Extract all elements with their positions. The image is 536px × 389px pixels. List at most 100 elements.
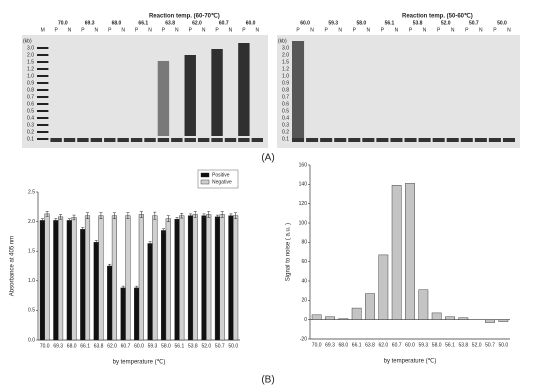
x-tick-label: 62.0 — [107, 343, 117, 349]
ladder-band — [37, 82, 49, 84]
temperature-label: 60.0 — [246, 20, 256, 26]
legend-swatch — [200, 172, 210, 178]
bar — [107, 265, 113, 341]
lane-band — [144, 138, 156, 142]
x-tick-label: 56.1 — [175, 343, 185, 349]
ladder-size: 2.0 — [282, 52, 289, 58]
y-tick-label: 140 — [299, 182, 308, 188]
lane-label: N — [255, 27, 259, 33]
lane-band — [432, 138, 445, 142]
lane-label: N — [68, 27, 72, 33]
x-tick-label: 68.0 — [67, 343, 77, 349]
temperature-label: 62.0 — [192, 20, 202, 26]
bar — [498, 319, 509, 322]
bar — [431, 312, 442, 320]
lane-band — [117, 138, 129, 142]
bar — [58, 216, 64, 341]
lane-label: N — [395, 27, 399, 33]
bar — [147, 243, 153, 341]
temperature-label: 52.0 — [441, 20, 451, 26]
legend-swatch — [200, 179, 210, 185]
bar — [152, 215, 158, 341]
y-tick-label: 20 — [301, 298, 307, 304]
lane-band — [390, 138, 403, 142]
bar — [325, 316, 335, 320]
error-bar — [126, 212, 130, 219]
lane-band — [130, 138, 143, 142]
ladder-band — [37, 96, 49, 98]
lane-label: P — [189, 27, 193, 33]
lane-label: N — [507, 27, 511, 33]
y-axis-title: Absorbance at 405 nm — [10, 236, 16, 296]
lane-band — [77, 138, 89, 142]
x-tick-label: 60.7 — [121, 343, 131, 349]
bar — [53, 220, 59, 341]
temperature-label: 60.0 — [300, 20, 310, 26]
lane-band — [446, 138, 459, 142]
lane-band — [184, 138, 196, 142]
lane-label: P — [215, 27, 219, 33]
lane-band — [404, 138, 417, 142]
y-tick-label: 120 — [299, 201, 308, 207]
error-bar — [139, 211, 143, 218]
lane-band — [474, 138, 487, 142]
ladder-size: 0.1 — [282, 136, 289, 142]
temperature-label: 63.8 — [165, 20, 175, 26]
bar — [84, 215, 91, 341]
error-bar — [81, 227, 85, 232]
y-tick-label: 0 — [304, 317, 307, 323]
lane-band — [211, 138, 223, 142]
lane-band — [502, 138, 515, 142]
bar — [187, 215, 194, 341]
x-tick-label: 60.0 — [134, 343, 144, 349]
x-tick-label: 62.0 — [378, 342, 388, 348]
error-bar — [153, 211, 157, 220]
x-tick-label: 68.0 — [338, 342, 348, 348]
temperature-label: 68.0 — [112, 20, 122, 26]
lane-label: P — [135, 27, 139, 33]
smear — [157, 61, 170, 136]
error-bar — [162, 228, 166, 233]
ladder-size: 0.4 — [27, 115, 34, 121]
lane-label: N — [121, 27, 125, 33]
y-tick-label: 1.5 — [28, 249, 35, 255]
bar — [80, 229, 86, 341]
ladder-unit: (kb) — [278, 38, 287, 44]
ladder-size: 0.4 — [282, 115, 289, 121]
bar — [365, 293, 375, 320]
y-tick-label: 40 — [301, 278, 307, 284]
ladder-size: 3.0 — [27, 45, 34, 51]
bar — [351, 307, 362, 320]
ladder-size: 0.3 — [27, 122, 34, 128]
bar — [165, 218, 171, 341]
ladder-band — [37, 75, 49, 77]
error-bar — [67, 218, 71, 223]
error-bar — [234, 212, 238, 219]
lane-band — [488, 138, 501, 142]
ladder-band — [37, 124, 49, 126]
error-bar — [112, 212, 116, 219]
ladder-size: 1.0 — [282, 73, 289, 79]
ladder-size: 0.8 — [282, 87, 289, 93]
error-bar — [40, 218, 44, 223]
bar — [138, 214, 144, 341]
x-tick-label: 66.1 — [80, 343, 90, 349]
y-tick-label: 1.0 — [28, 278, 35, 284]
smear — [238, 43, 250, 136]
error-bar — [189, 213, 193, 218]
error-bar — [72, 214, 76, 221]
error-bar — [180, 213, 184, 219]
x-tick-label: 53.8 — [458, 342, 468, 348]
temperature-label: 70.0 — [58, 20, 68, 26]
x-tick-label: 63.8 — [365, 342, 375, 348]
bar — [311, 314, 322, 320]
bar — [445, 316, 455, 320]
x-tick-label: 58.0 — [161, 343, 171, 349]
x-tick-label: 63.8 — [94, 343, 104, 349]
lane-band — [376, 138, 389, 142]
ladder-size: 0.6 — [282, 101, 289, 107]
legend-label: Negative — [212, 179, 232, 185]
error-bar — [135, 285, 139, 290]
ladder-size: 0.9 — [282, 80, 289, 86]
ladder-size: 0.6 — [27, 101, 34, 107]
